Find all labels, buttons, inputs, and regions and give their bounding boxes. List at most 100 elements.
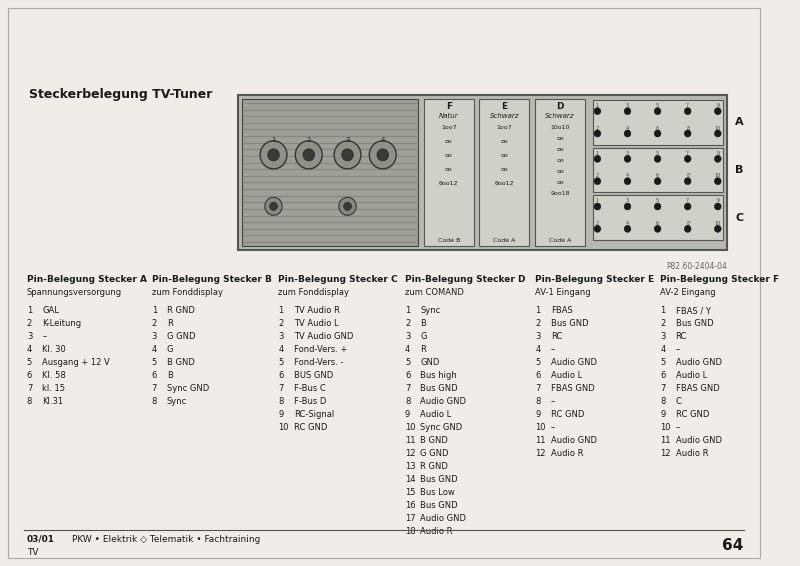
Text: –: –: [551, 423, 555, 432]
Text: 4: 4: [626, 126, 629, 131]
Text: 12: 12: [535, 449, 546, 458]
Text: 9: 9: [716, 199, 719, 204]
Text: 3: 3: [405, 332, 410, 341]
Text: 5: 5: [656, 151, 659, 156]
Text: TV Audio GND: TV Audio GND: [294, 332, 353, 341]
Text: 12: 12: [405, 449, 415, 458]
Circle shape: [342, 149, 354, 161]
Text: oo: oo: [445, 139, 453, 144]
Text: 5: 5: [27, 358, 32, 367]
Text: 4: 4: [626, 173, 629, 178]
Text: –: –: [42, 332, 46, 341]
Text: GAL: GAL: [42, 306, 59, 315]
Text: AV-2 Eingang: AV-2 Eingang: [660, 288, 716, 297]
Text: 10o10: 10o10: [550, 125, 570, 130]
Circle shape: [654, 225, 661, 232]
Text: Audio R: Audio R: [420, 527, 453, 536]
Text: R GND: R GND: [167, 306, 195, 315]
Text: RC GND: RC GND: [551, 410, 584, 419]
Text: Natur: Natur: [439, 113, 458, 119]
Text: 8: 8: [686, 126, 690, 131]
Text: TV Audio R: TV Audio R: [294, 306, 339, 315]
Text: Sync GND: Sync GND: [420, 423, 462, 432]
Text: Pin-Belegung Stecker A: Pin-Belegung Stecker A: [27, 275, 147, 284]
Text: 15: 15: [405, 488, 415, 497]
Text: 8: 8: [660, 397, 666, 406]
Text: Ausgang + 12 V: Ausgang + 12 V: [42, 358, 110, 367]
Text: 5: 5: [660, 358, 666, 367]
Text: 8: 8: [535, 397, 541, 406]
Text: 4: 4: [660, 345, 666, 354]
Text: BUS GND: BUS GND: [294, 371, 333, 380]
Circle shape: [714, 130, 721, 137]
Text: 6: 6: [656, 173, 659, 178]
Text: 6: 6: [278, 371, 284, 380]
Circle shape: [303, 149, 314, 161]
Text: 8: 8: [152, 397, 157, 406]
Text: Audio GND: Audio GND: [551, 436, 597, 445]
Text: Kl.31: Kl.31: [42, 397, 63, 406]
Text: oo: oo: [501, 167, 508, 172]
Text: 4: 4: [405, 345, 410, 354]
Text: 1: 1: [660, 306, 666, 315]
Text: TV: TV: [27, 548, 38, 557]
Text: zum COMAND: zum COMAND: [405, 288, 464, 297]
FancyBboxPatch shape: [238, 95, 727, 250]
Text: Sync: Sync: [167, 397, 187, 406]
Text: RC GND: RC GND: [294, 423, 327, 432]
Text: 11: 11: [535, 436, 546, 445]
Text: –: –: [675, 345, 680, 354]
Text: oo: oo: [556, 180, 564, 185]
Text: 4: 4: [626, 221, 629, 226]
Text: 2: 2: [596, 221, 599, 226]
Text: 6: 6: [152, 371, 157, 380]
Circle shape: [594, 155, 601, 162]
Circle shape: [654, 130, 661, 137]
Text: –: –: [675, 423, 680, 432]
Text: 1: 1: [405, 306, 410, 315]
Text: 17: 17: [405, 514, 415, 523]
Circle shape: [714, 108, 721, 115]
Text: 5: 5: [656, 103, 659, 108]
Text: B: B: [735, 165, 743, 175]
Text: oo: oo: [556, 169, 564, 174]
Text: G GND: G GND: [167, 332, 195, 341]
Circle shape: [684, 225, 691, 232]
Text: 16: 16: [405, 501, 415, 510]
Text: 3: 3: [626, 103, 629, 108]
Text: C: C: [675, 397, 682, 406]
Text: 6: 6: [535, 371, 541, 380]
Text: 4: 4: [381, 137, 385, 143]
Text: –: –: [551, 397, 555, 406]
Text: Kl. 58: Kl. 58: [42, 371, 66, 380]
Text: 14: 14: [405, 475, 415, 484]
Text: 2: 2: [27, 319, 32, 328]
Text: Code A: Code A: [549, 238, 571, 243]
Circle shape: [377, 149, 389, 161]
Circle shape: [265, 198, 282, 215]
Text: F-Bus C: F-Bus C: [294, 384, 326, 393]
Text: PKW • Elektrik ◇ Telematik • Fachtraining: PKW • Elektrik ◇ Telematik • Fachtrainin…: [72, 535, 260, 544]
Circle shape: [684, 108, 691, 115]
Text: 7: 7: [535, 384, 541, 393]
Text: 03/01: 03/01: [27, 535, 55, 544]
Text: Bus GND: Bus GND: [420, 384, 458, 393]
Text: 7: 7: [686, 151, 690, 156]
Text: 2: 2: [405, 319, 410, 328]
Text: Audio GND: Audio GND: [675, 436, 722, 445]
Text: C: C: [735, 213, 743, 222]
Text: Bus high: Bus high: [420, 371, 457, 380]
Text: 1oo7: 1oo7: [441, 125, 457, 130]
Text: G: G: [167, 345, 174, 354]
FancyBboxPatch shape: [242, 99, 418, 246]
Text: R GND: R GND: [420, 462, 448, 471]
Circle shape: [684, 178, 691, 185]
Text: 4: 4: [152, 345, 157, 354]
Circle shape: [594, 130, 601, 137]
Text: oo: oo: [501, 153, 508, 158]
Text: RC: RC: [551, 332, 562, 341]
Text: Kl. 30: Kl. 30: [42, 345, 66, 354]
Text: Spannungsversorgung: Spannungsversorgung: [27, 288, 122, 297]
Text: 8: 8: [27, 397, 32, 406]
Text: Audio GND: Audio GND: [420, 397, 466, 406]
